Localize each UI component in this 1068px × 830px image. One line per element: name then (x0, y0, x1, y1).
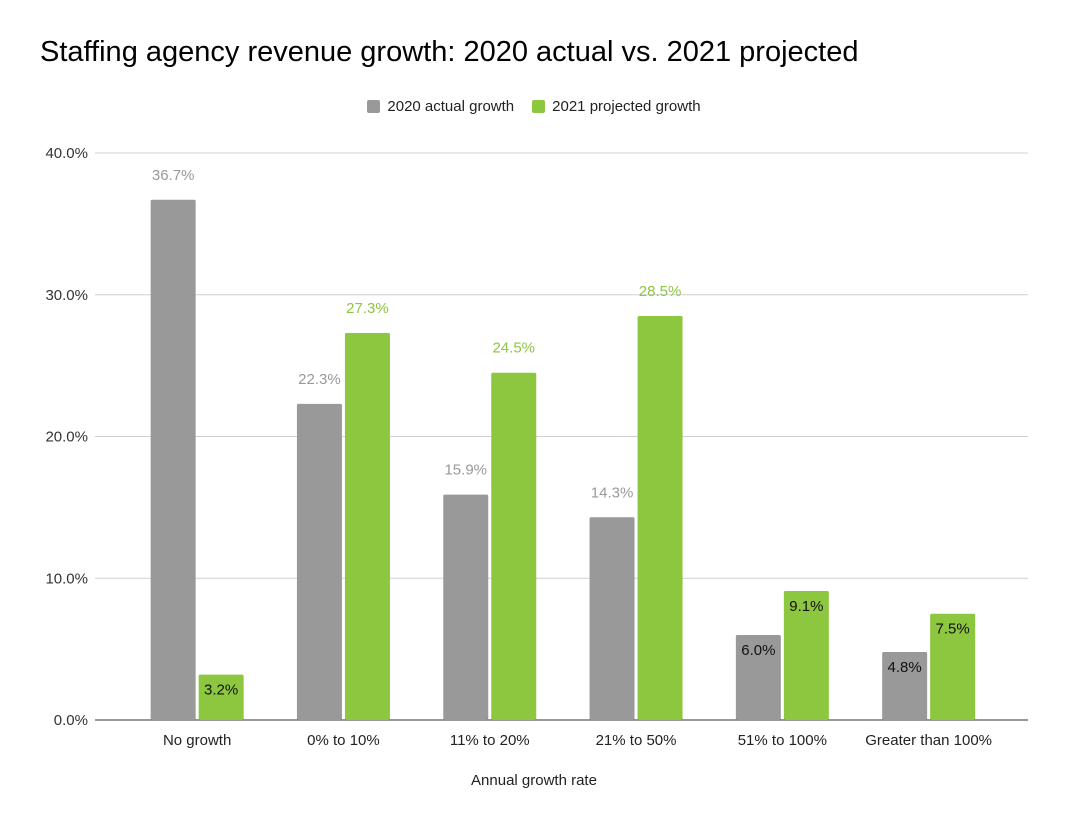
x-tick-label: 51% to 100% (738, 732, 827, 749)
bar-2021 (783, 591, 829, 720)
legend-label-2021: 2021 projected growth (552, 98, 701, 115)
legend-label-2020: 2020 actual growth (387, 98, 515, 115)
bar-2021 (491, 372, 537, 720)
data-label: 36.7% (152, 167, 195, 184)
data-label: 4.8% (888, 659, 922, 676)
data-label: 22.3% (298, 371, 341, 388)
legend-item-2021: 2021 projected growth (532, 98, 701, 115)
legend-swatch-2021 (532, 100, 546, 113)
y-tick-label: 30.0% (45, 287, 88, 304)
bar-2020 (296, 403, 342, 720)
bar-2020 (589, 517, 635, 720)
bar-2020 (443, 494, 489, 720)
data-label: 14.3% (591, 484, 634, 501)
bar-2021 (198, 674, 244, 720)
data-label: 24.5% (492, 340, 535, 357)
data-label: 15.9% (444, 462, 487, 479)
chart-title: Staffing agency revenue growth: 2020 act… (40, 36, 859, 68)
y-tick-label: 40.0% (45, 145, 88, 162)
data-label: 7.5% (936, 621, 970, 638)
bar-2021 (637, 316, 683, 720)
legend-item-2020: 2020 actual growth (367, 98, 514, 115)
legend-swatch-2020 (367, 100, 381, 113)
data-label: 3.2% (204, 682, 238, 699)
data-label: 28.5% (639, 283, 682, 300)
bar-2021 (930, 613, 976, 720)
bar-2021 (344, 333, 390, 720)
x-axis-label: Annual growth rate (471, 772, 597, 789)
y-tick-label: 0.0% (54, 712, 88, 729)
y-tick-label: 20.0% (45, 429, 88, 446)
legend: 2020 actual growth 2021 projected growth (0, 98, 1068, 115)
data-label: 27.3% (346, 300, 389, 317)
x-tick-label: 0% to 10% (307, 732, 380, 749)
y-tick-label: 10.0% (45, 570, 88, 587)
bar-2020 (882, 651, 928, 720)
bar-2020 (150, 199, 196, 721)
x-tick-label: 11% to 20% (450, 732, 530, 749)
data-label: 9.1% (789, 598, 823, 615)
bar-2020 (735, 634, 781, 720)
x-tick-label: Greater than 100% (865, 732, 992, 749)
x-tick-label: 21% to 50% (596, 732, 677, 749)
x-tick-label: No growth (163, 732, 231, 749)
data-label: 6.0% (741, 642, 775, 659)
